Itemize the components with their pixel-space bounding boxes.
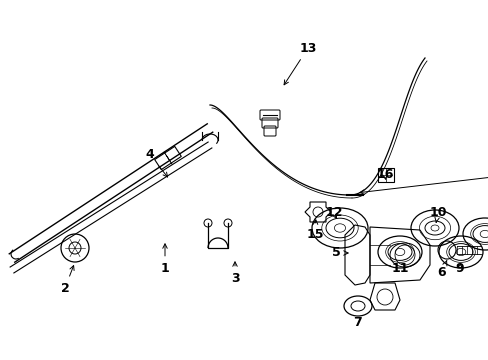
Text: 12: 12 xyxy=(325,207,342,220)
Text: 15: 15 xyxy=(305,220,323,242)
Text: 11: 11 xyxy=(390,261,408,274)
Text: 2: 2 xyxy=(61,266,74,294)
Text: 4: 4 xyxy=(145,148,167,177)
Text: 9: 9 xyxy=(455,261,464,274)
Text: 1: 1 xyxy=(160,244,169,274)
Text: 7: 7 xyxy=(353,315,362,328)
Text: 10: 10 xyxy=(428,207,446,222)
Text: 3: 3 xyxy=(230,262,239,284)
Text: 5: 5 xyxy=(331,247,347,260)
Text: 13: 13 xyxy=(284,41,316,85)
Text: 14: 14 xyxy=(359,168,488,194)
Text: 16: 16 xyxy=(376,168,393,181)
Text: 6: 6 xyxy=(437,260,446,279)
